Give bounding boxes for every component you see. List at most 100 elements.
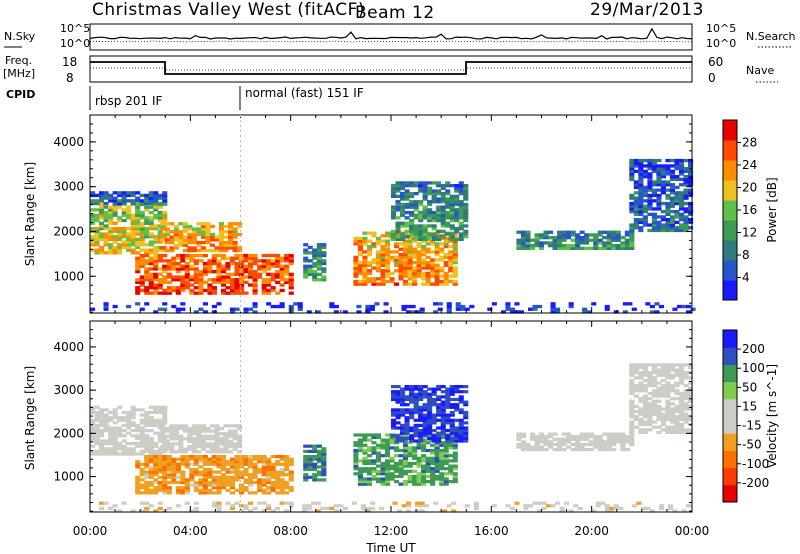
- power-echo-cell: [419, 307, 425, 311]
- velocity-echo-cell: [431, 387, 437, 391]
- velocity-echo-cell: [166, 460, 172, 464]
- power-echo-cell: [446, 310, 452, 314]
- power-echo-cell: [651, 167, 657, 171]
- velocity-echo-cell: [157, 475, 163, 479]
- velocity-echo-cell: [400, 403, 406, 407]
- velocity-colorbar-swatches: [723, 330, 737, 503]
- velocity-echo-cell: [638, 410, 644, 414]
- velocity-echo-cell: [200, 439, 206, 443]
- cpid-panel: CPID rbsp 201 IF normal (fast) 151 IF: [6, 86, 364, 110]
- power-echo-cell: [316, 256, 322, 260]
- power-echo-cell: [166, 286, 172, 290]
- velocity-echo-cell: [178, 442, 184, 446]
- power-echo-cell: [660, 172, 666, 176]
- nave-tick-60: 60: [708, 55, 723, 69]
- velocity-echo-cell: [669, 386, 675, 390]
- power-echo-cell: [431, 237, 437, 241]
- velocity-echo-cell: [112, 410, 118, 415]
- velocity-echo-cell: [362, 456, 368, 460]
- power-echo-cell: [321, 251, 327, 255]
- velocity-echo-cell: [516, 445, 522, 449]
- power-echo-cell: [395, 189, 401, 193]
- velocity-echo-cell: [366, 433, 372, 437]
- velocity-echo-cell: [400, 423, 406, 427]
- velocity-echo-cell: [642, 397, 648, 401]
- power-colorbar-tick-label: 28: [742, 136, 757, 150]
- velocity-echo-cell: [99, 413, 105, 417]
- power-echo-cell: [270, 288, 276, 293]
- velocity-echo-cell: [651, 365, 657, 370]
- power-echo-cell: [642, 210, 648, 214]
- power-echo-cell: [557, 236, 563, 240]
- power-echo-cell: [279, 259, 285, 263]
- velocity-echo-cell: [223, 434, 229, 438]
- velocity-echo-cell: [380, 467, 386, 471]
- power-echo-cell: [228, 238, 234, 242]
- power-echo-cell: [166, 261, 172, 266]
- velocity-echo-cell: [211, 504, 217, 508]
- power-echo-cell: [385, 279, 391, 284]
- velocity-echo-cell: [302, 506, 308, 510]
- velocity-echo-cell: [575, 442, 581, 447]
- velocity-echo-cell: [270, 475, 276, 479]
- velocity-echo-cell: [422, 434, 428, 438]
- velocity-echo-cell: [144, 462, 150, 466]
- velocity-echo-cell: [516, 437, 522, 441]
- power-echo-cell: [395, 184, 401, 188]
- power-echo-cell: [439, 255, 445, 259]
- velocity-echo-cell: [403, 448, 409, 453]
- power-echo-cell: [413, 202, 419, 207]
- power-echo-cell: [99, 193, 105, 198]
- power-echo-cell: [651, 193, 657, 198]
- power-echo-cell: [103, 227, 109, 231]
- power-echo-cell: [403, 279, 409, 284]
- power-echo-cell: [674, 228, 680, 233]
- velocity-echo-cell: [454, 385, 460, 389]
- power-echo-cell: [446, 304, 452, 309]
- power-echo-cell: [586, 310, 592, 314]
- velocity-echo-cell: [207, 491, 213, 495]
- power-echo-cell: [288, 291, 294, 295]
- velocity-echo-cell: [279, 457, 285, 461]
- velocity-echo-cell: [427, 408, 433, 412]
- power-echo-cell: [555, 307, 561, 311]
- power-echo-cell: [189, 253, 195, 258]
- velocity-echo-cell: [180, 462, 186, 466]
- time-tick-label: 04:00: [173, 524, 208, 538]
- power-echo-cell: [261, 264, 267, 268]
- power-echo-cell: [216, 280, 222, 284]
- power-echo-cell: [403, 258, 409, 262]
- velocity-echo-cell: [99, 431, 105, 435]
- velocity-echo-cell: [303, 473, 309, 477]
- velocity-colorbar-swatch: [723, 433, 737, 451]
- velocity-echo-cell: [440, 413, 446, 417]
- power-echo-cell: [416, 266, 422, 270]
- power-echo-cell: [679, 226, 685, 230]
- power-echo-cell: [633, 204, 639, 208]
- power-echo-cell: [135, 243, 141, 247]
- velocity-echo-cell: [656, 399, 662, 403]
- power-echo-cell: [196, 230, 202, 234]
- power-echo-cell: [425, 271, 431, 276]
- power-echo-cell: [683, 218, 689, 222]
- power-echo-cell: [200, 230, 206, 234]
- velocity-colorbar-swatch: [723, 398, 737, 417]
- power-echo-cell: [629, 175, 635, 179]
- power-echo-cell: [656, 172, 662, 176]
- velocity-echo-cell: [665, 415, 671, 419]
- velocity-echo-cell: [620, 437, 626, 441]
- velocity-echo-cell: [284, 462, 290, 466]
- velocity-echo-cell: [458, 397, 464, 402]
- velocity-echo-cell: [230, 460, 236, 464]
- velocity-echo-cell: [633, 365, 639, 370]
- power-echo-cell: [94, 243, 100, 247]
- velocity-echo-cell: [613, 504, 619, 508]
- velocity-echo-cell: [252, 475, 258, 479]
- power-echo-cell: [207, 264, 213, 268]
- power-colorbar-swatch: [723, 160, 737, 181]
- power-echo-cell: [638, 199, 644, 203]
- velocity-echo-cell: [94, 449, 100, 453]
- velocity-echo-cell: [169, 442, 175, 446]
- velocity-echo-cell: [638, 412, 644, 416]
- velocity-echo-cell: [270, 455, 276, 459]
